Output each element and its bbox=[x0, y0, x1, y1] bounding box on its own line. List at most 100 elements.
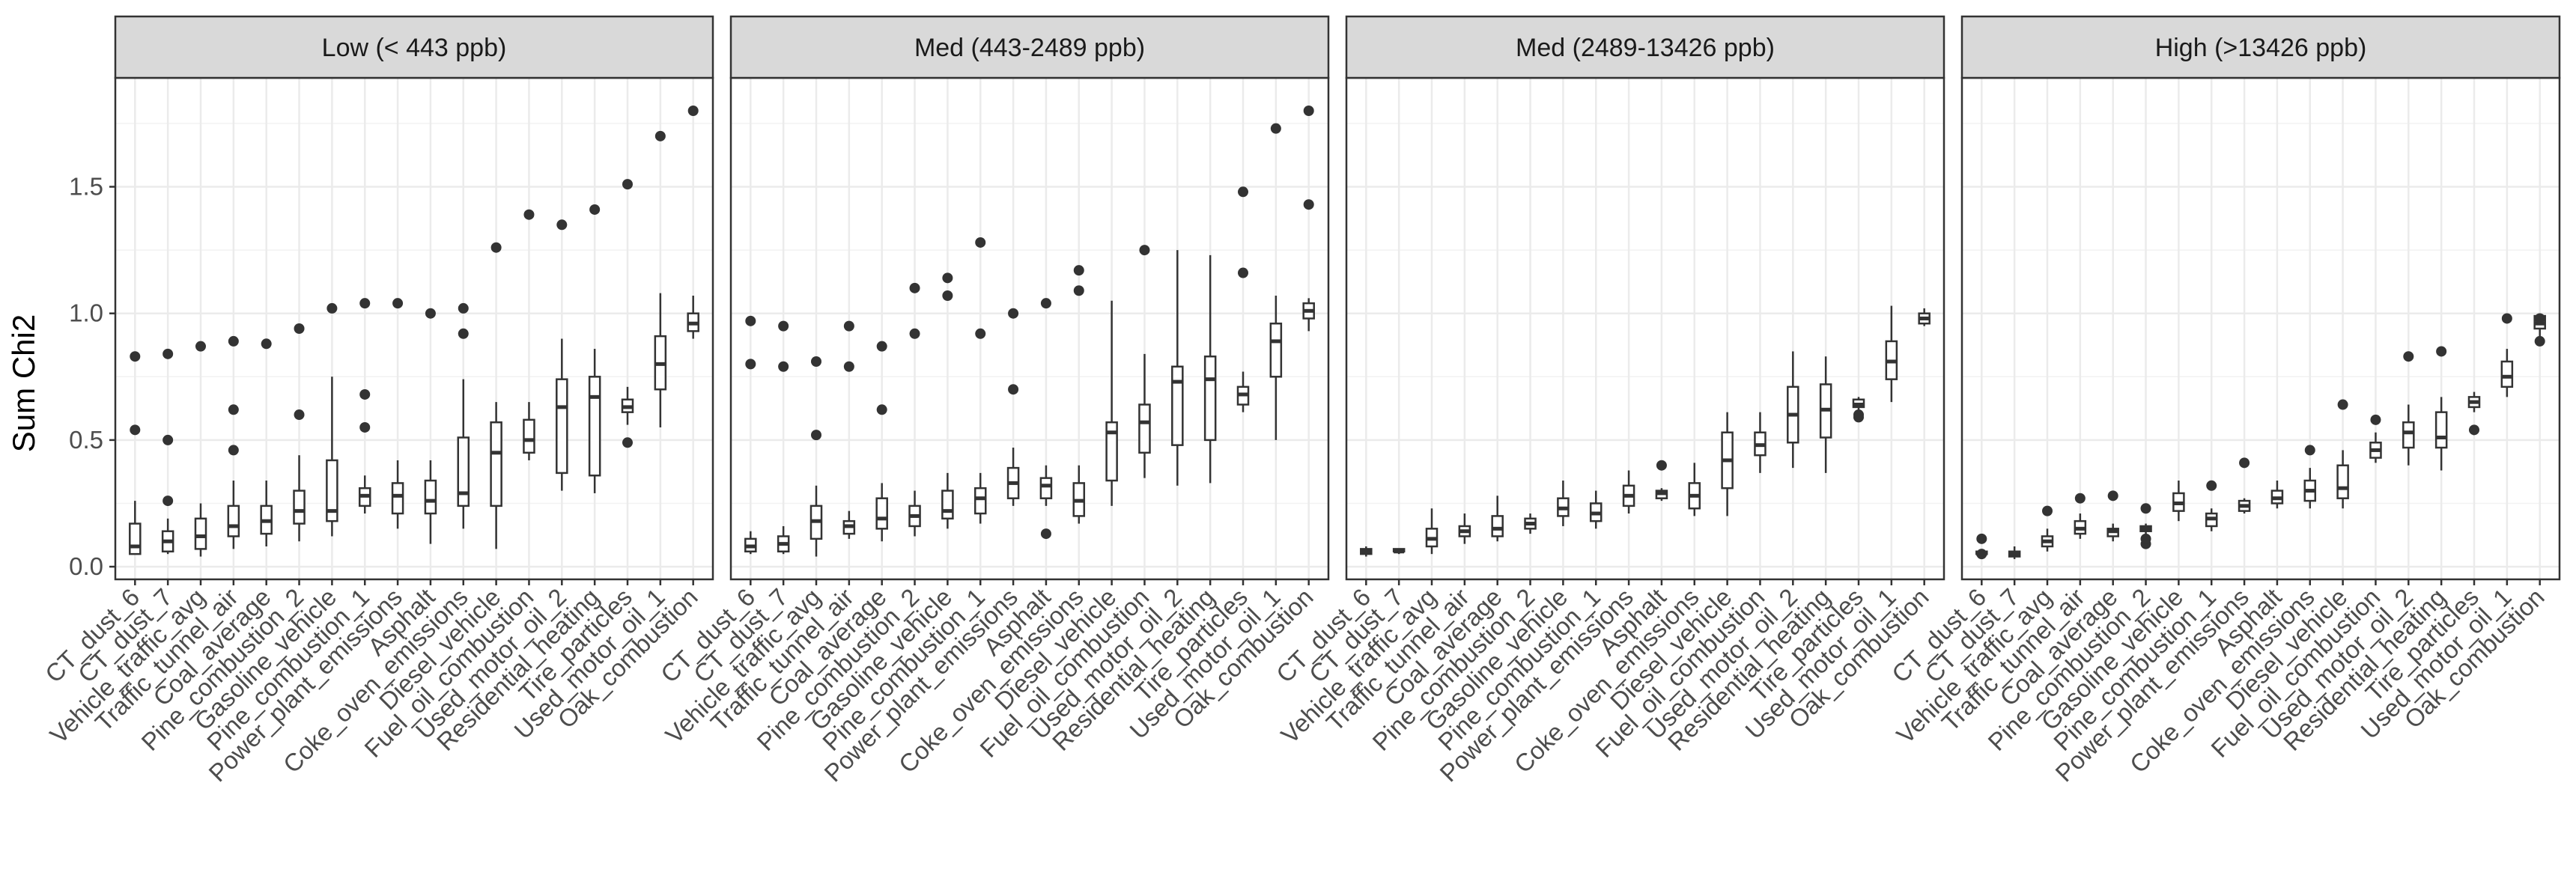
box-Fuel_oil_combustion bbox=[523, 209, 535, 460]
box-Tire_particles bbox=[2467, 391, 2481, 436]
box-Fuel_oil_combustion bbox=[1138, 245, 1151, 478]
panel-background bbox=[731, 78, 1328, 579]
box-Coke_oven_emissions bbox=[2303, 445, 2317, 509]
facet-strip-label: Med (443-2489 ppb) bbox=[914, 34, 1145, 62]
box-Gasoline_vehicle bbox=[326, 302, 338, 537]
box-Traffic_tunnel_air bbox=[1458, 513, 1471, 544]
outlier-point bbox=[195, 341, 206, 352]
box-iqr bbox=[2434, 411, 2448, 449]
box-Tire_particles bbox=[621, 179, 634, 448]
box-Coal_average bbox=[2106, 490, 2119, 542]
box-iqr bbox=[941, 490, 954, 520]
box-Diesel_vehicle bbox=[1721, 412, 1734, 516]
panel-4: High (>13426 ppb)CT_dust_6CT_dust_7Vehic… bbox=[1886, 15, 2561, 787]
box-Coke_oven_emissions bbox=[457, 302, 470, 529]
box-Oak_combustion bbox=[1302, 105, 1315, 332]
box-Used_motor_oil_2 bbox=[2402, 351, 2415, 466]
box-Used_motor_oil_1 bbox=[2500, 313, 2514, 397]
box-CT_dust_6 bbox=[1360, 546, 1373, 557]
box-Vehicle_traffic_avg bbox=[1425, 508, 1439, 555]
box-CT_dust_7 bbox=[2008, 546, 2021, 559]
outlier-point bbox=[130, 424, 141, 436]
box-Used_motor_oil_2 bbox=[1787, 351, 1799, 469]
outlier-point bbox=[942, 290, 953, 302]
outlier-point bbox=[162, 348, 174, 359]
outlier-point bbox=[490, 242, 502, 253]
outlier-point bbox=[2534, 313, 2545, 324]
outlier-point bbox=[654, 130, 666, 141]
outlier-point bbox=[1073, 285, 1084, 296]
box-Oak_combustion bbox=[2533, 313, 2546, 347]
outlier-point bbox=[975, 328, 986, 339]
box-Fuel_oil_combustion bbox=[1754, 412, 1767, 473]
box-Power_plant_emissions bbox=[1006, 308, 1020, 506]
box-Residential_heating bbox=[1819, 356, 1832, 473]
box-Power_plant_emissions bbox=[1622, 470, 1635, 514]
outlier-point bbox=[687, 105, 699, 116]
box-iqr bbox=[227, 504, 240, 537]
outlier-point bbox=[228, 335, 239, 347]
y-tick-label: 0.0 bbox=[69, 552, 103, 580]
box-Asphalt bbox=[2270, 481, 2284, 509]
outlier-point bbox=[2304, 445, 2315, 456]
box-iqr bbox=[875, 497, 888, 530]
box-Vehicle_traffic_avg bbox=[809, 356, 823, 557]
outlier-point bbox=[458, 302, 469, 314]
box-Used_motor_oil_2 bbox=[556, 219, 568, 491]
box-CT_dust_6 bbox=[744, 315, 757, 555]
outlier-point bbox=[294, 323, 305, 334]
box-Used_motor_oil_2 bbox=[1171, 250, 1184, 486]
box-iqr bbox=[588, 376, 601, 477]
outlier-point bbox=[909, 328, 920, 339]
box-Pine_combustion_1 bbox=[358, 298, 371, 514]
outlier-point bbox=[876, 404, 887, 415]
outlier-point bbox=[2337, 399, 2348, 410]
box-Power_plant_emissions bbox=[391, 298, 404, 529]
box-Coke_oven_emissions bbox=[1688, 463, 1701, 516]
outlier-point bbox=[294, 409, 305, 421]
panel-background bbox=[1346, 78, 1944, 579]
outlier-point bbox=[130, 351, 141, 362]
box-iqr bbox=[1491, 515, 1504, 537]
box-Pine_combustion_1 bbox=[1589, 490, 1603, 529]
outlier-point bbox=[359, 298, 371, 309]
outlier-point bbox=[1976, 533, 1987, 544]
outlier-point bbox=[1656, 460, 1667, 471]
panels-layer: Low (< 443 ppb)CT_dust_6CT_dust_7Vehicle… bbox=[40, 15, 2561, 787]
panel-2: Med (443-2489 ppb)CT_dust_6CT_dust_7Vehi… bbox=[655, 15, 1330, 787]
box-Pine_combustion_2 bbox=[908, 282, 921, 537]
box-iqr bbox=[194, 517, 207, 550]
box-Coal_average bbox=[875, 341, 888, 542]
box-iqr bbox=[457, 436, 470, 507]
y-tick-label: 0.5 bbox=[69, 426, 103, 454]
box-CT_dust_7 bbox=[1392, 548, 1406, 555]
box-Traffic_tunnel_air bbox=[842, 320, 856, 539]
panel-background bbox=[115, 78, 713, 579]
facet-strip bbox=[1960, 15, 2561, 79]
outlier-point bbox=[458, 328, 469, 339]
box-Traffic_tunnel_air bbox=[227, 335, 240, 549]
outlier-point bbox=[843, 361, 854, 372]
box-iqr bbox=[523, 418, 535, 454]
box-iqr bbox=[326, 459, 338, 522]
outlier-point bbox=[523, 209, 535, 220]
outlier-point bbox=[261, 338, 272, 350]
box-Gasoline_vehicle bbox=[1557, 481, 1570, 526]
box-Power_plant_emissions bbox=[2238, 457, 2251, 514]
box-iqr bbox=[1138, 403, 1151, 454]
outlier-point bbox=[359, 388, 371, 400]
box-iqr bbox=[556, 378, 568, 475]
box-Traffic_tunnel_air bbox=[2074, 493, 2087, 539]
outlier-point bbox=[2239, 457, 2250, 469]
outlier-point bbox=[162, 496, 174, 507]
outlier-point bbox=[1976, 549, 1987, 560]
box-iqr bbox=[973, 487, 987, 515]
box-Residential_heating bbox=[2434, 346, 2448, 471]
outlier-point bbox=[326, 302, 338, 314]
box-Used_motor_oil_1 bbox=[654, 130, 667, 427]
box-Vehicle_traffic_avg bbox=[2041, 505, 2054, 552]
box-Asphalt bbox=[1039, 298, 1053, 540]
panel-background bbox=[1962, 78, 2560, 579]
box-CT_dust_7 bbox=[777, 320, 790, 555]
y-tick-label: 1.5 bbox=[69, 173, 103, 201]
